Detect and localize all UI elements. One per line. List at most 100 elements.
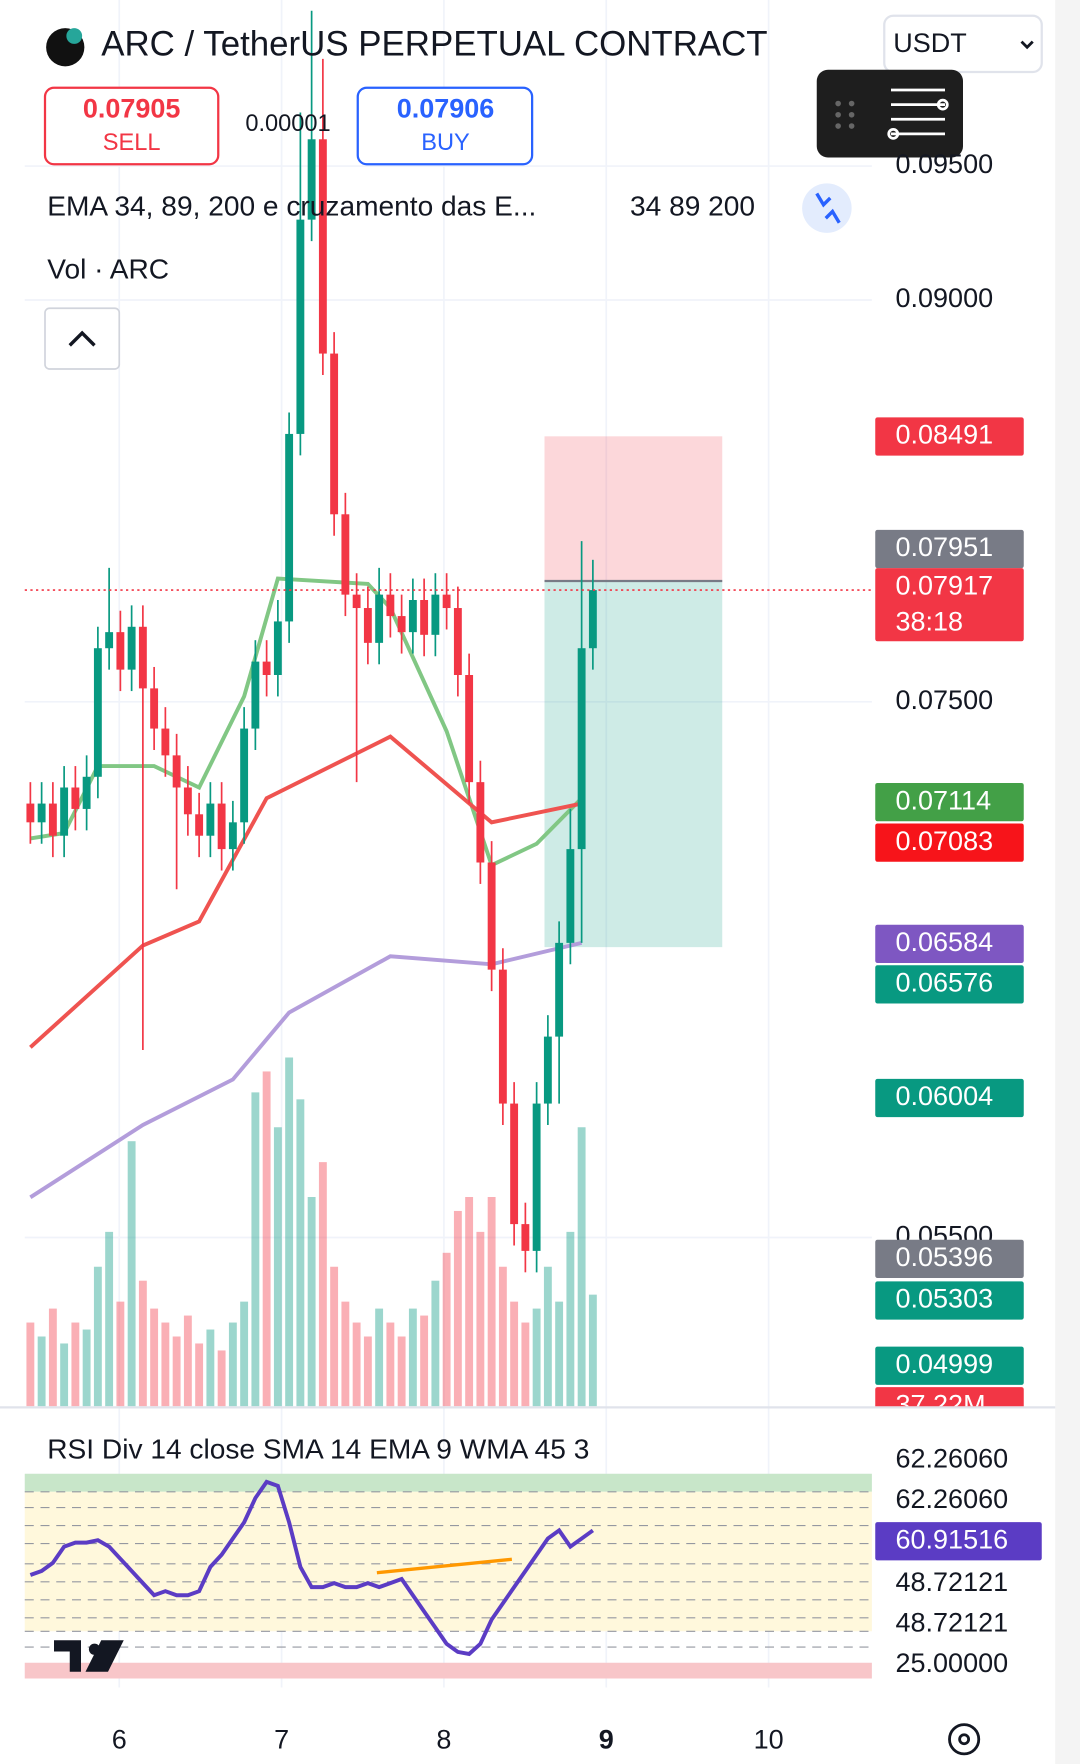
collapse-button[interactable] (44, 307, 121, 370)
volume-bar (352, 1322, 361, 1407)
menu-button[interactable] (816, 69, 963, 158)
volume-bar (555, 1301, 564, 1407)
candle-body (318, 139, 327, 354)
volume-bar (217, 1350, 226, 1407)
candle-body (408, 600, 417, 633)
swap-icon-bg[interactable] (802, 183, 852, 233)
badge-bg (875, 1346, 1024, 1385)
badge-label: 0.06576 (896, 968, 994, 998)
candle-body (273, 621, 282, 675)
volume-bar (465, 1197, 474, 1407)
x-tick-label: 7 (274, 1725, 289, 1755)
rsi-level-label: 48.72121 (896, 1608, 1009, 1638)
x-axis: 6 7 8 9 10 (112, 1725, 784, 1755)
badge-bg (875, 1239, 1024, 1278)
settings-icon[interactable] (948, 1723, 981, 1756)
ema-params: 34 89 200 (630, 191, 755, 222)
volume-bar (161, 1322, 170, 1407)
volume-bar (127, 1141, 136, 1407)
badge-bg (875, 529, 1024, 569)
volume-bar (521, 1322, 530, 1407)
candle-body (397, 616, 406, 633)
volume-bar (408, 1308, 417, 1407)
badge-bg (875, 965, 1024, 1004)
volume-bar (420, 1315, 429, 1407)
candle-body (363, 608, 372, 643)
candle-body (93, 648, 102, 777)
candle-body (240, 728, 249, 823)
badge-label: 0.05303 (896, 1284, 994, 1314)
badge-countdown: 38:18 (896, 606, 964, 636)
volume-bar (93, 1266, 102, 1407)
divergence-line (376, 1557, 513, 1575)
price-badge: 0.08491 (875, 417, 1024, 456)
sell-price: 0.07905 (83, 93, 181, 123)
candle-body (487, 862, 496, 970)
tv-logo-mark (54, 1640, 124, 1672)
candle-body (285, 433, 294, 622)
candle-body (71, 787, 80, 809)
volume-bar (510, 1301, 519, 1407)
candle-body (26, 803, 35, 823)
candle-body (498, 969, 507, 1104)
volume-bar (442, 1252, 451, 1407)
candle-body (195, 814, 204, 836)
volume-bar (487, 1197, 496, 1407)
candle-body (217, 803, 226, 850)
candle-body (206, 803, 215, 836)
coin-logo-badge (66, 28, 83, 44)
badge-bg (875, 568, 1024, 642)
volume-bar (71, 1322, 80, 1407)
volume-bar (375, 1308, 384, 1407)
volume-bar (172, 1336, 181, 1407)
candle-body (82, 776, 91, 809)
rsi-label: RSI Div 14 close SMA 14 EMA 9 WMA 45 3 (47, 1434, 589, 1465)
badge-label: 0.08491 (896, 420, 994, 450)
volume-bar (240, 1301, 249, 1407)
ema-label: EMA 34, 89, 200 e cruzamento das E... (47, 191, 536, 222)
price-badge: 0.07951 (875, 529, 1024, 569)
price-badge: 0.04999 (875, 1346, 1024, 1385)
dropdown-caret (1020, 40, 1034, 50)
candle-body (352, 594, 361, 609)
volume-bar (296, 1099, 305, 1407)
rsi-oversold-band (24, 1662, 872, 1679)
volume-bar (150, 1308, 159, 1407)
candle-body (386, 594, 395, 617)
price-badge: 0.05396 (875, 1239, 1024, 1278)
candle-body (521, 1224, 530, 1251)
x-tick-label: 10 (754, 1725, 784, 1755)
volume-bar (116, 1301, 125, 1407)
volume-bar (251, 1092, 260, 1407)
buy-button[interactable] (356, 86, 534, 166)
price-badge: 0.07114 (875, 783, 1024, 822)
volume-bar (453, 1210, 462, 1407)
candle-body (251, 661, 260, 729)
buy-price: 0.07906 (397, 93, 495, 123)
badge-bg (875, 1078, 1024, 1118)
candle-body (453, 608, 462, 675)
currency-select[interactable] (883, 14, 1043, 74)
candle-body (543, 1036, 552, 1104)
spread: 0.00001 (245, 111, 330, 137)
volume-bar (577, 1127, 586, 1407)
rsi-level-label: 48.72121 (896, 1567, 1009, 1597)
rsi-panel (24, 1479, 872, 1657)
volume-bar (397, 1336, 406, 1407)
symbol-title: ARC / TetherUS PERPETUAL CONTRACT (101, 24, 767, 63)
candle-body (127, 626, 136, 670)
volume-bar (566, 1231, 575, 1407)
volume-bar (138, 1280, 147, 1407)
settings-icon-center (958, 1733, 971, 1746)
plot-area (24, 0, 872, 1688)
volume-bar (588, 1294, 597, 1407)
sell-button[interactable] (43, 86, 220, 166)
candle-body (60, 787, 69, 836)
price-badge: 0.06004 (875, 1078, 1024, 1118)
candle-body (577, 648, 586, 850)
candle-body (532, 1103, 541, 1251)
candle-body (588, 590, 597, 649)
price-badge: 0.07083 (875, 823, 1024, 862)
candle-body (183, 787, 192, 815)
rsi-level-label: 25.00000 (896, 1648, 1009, 1678)
